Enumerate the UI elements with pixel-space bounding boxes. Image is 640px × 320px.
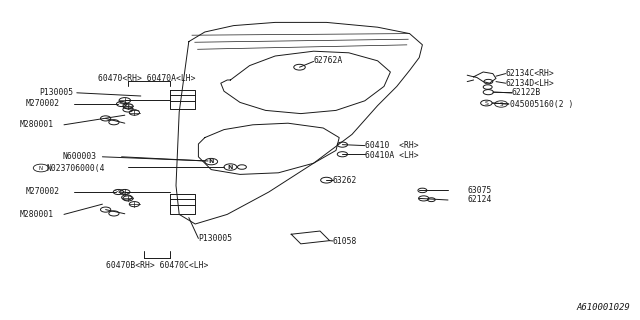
Text: N: N bbox=[39, 165, 43, 171]
Text: 60470B<RH> 60470C<LH>: 60470B<RH> 60470C<LH> bbox=[106, 261, 208, 270]
Text: 62124: 62124 bbox=[467, 196, 492, 204]
Text: P130005: P130005 bbox=[198, 234, 232, 243]
Text: S: S bbox=[484, 100, 488, 106]
Text: N: N bbox=[228, 164, 233, 170]
Text: N023706000(4: N023706000(4 bbox=[46, 164, 104, 172]
Text: 62134D<LH>: 62134D<LH> bbox=[506, 79, 554, 88]
Text: A610001029: A610001029 bbox=[577, 303, 630, 312]
Text: 045005160(2 ): 045005160(2 ) bbox=[510, 100, 573, 108]
Text: N600003: N600003 bbox=[63, 152, 97, 161]
Text: P130005: P130005 bbox=[40, 88, 74, 97]
Text: 63075: 63075 bbox=[467, 186, 492, 195]
Text: 61058: 61058 bbox=[333, 237, 357, 246]
Text: M280001: M280001 bbox=[19, 210, 53, 219]
Text: N: N bbox=[209, 159, 214, 164]
Text: S: S bbox=[499, 101, 503, 107]
Text: 60410  <RH>: 60410 <RH> bbox=[365, 141, 419, 150]
Text: 62122B: 62122B bbox=[512, 88, 541, 97]
Text: M270002: M270002 bbox=[26, 100, 60, 108]
Text: 62762A: 62762A bbox=[314, 56, 343, 65]
Text: M280001: M280001 bbox=[19, 120, 53, 129]
Text: M270002: M270002 bbox=[26, 188, 60, 196]
Text: 60470<RH> 60470A<LH>: 60470<RH> 60470A<LH> bbox=[99, 74, 196, 83]
Text: 62134C<RH>: 62134C<RH> bbox=[506, 69, 554, 78]
Text: 60410A <LH>: 60410A <LH> bbox=[365, 151, 419, 160]
Text: 63262: 63262 bbox=[333, 176, 357, 185]
